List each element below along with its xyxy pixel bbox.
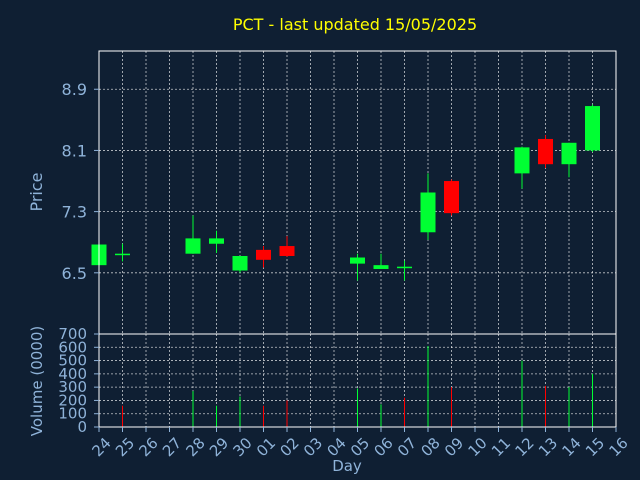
- candle: [420, 173, 436, 240]
- candle: [373, 253, 389, 269]
- x-tick-label: 13: [535, 434, 561, 460]
- x-tick-label: 28: [183, 434, 209, 460]
- price-tick-label: 8.1: [62, 141, 87, 160]
- candle-body: [279, 246, 295, 256]
- candle-body: [232, 255, 248, 271]
- price-tick-label: 7.3: [62, 203, 87, 222]
- x-tick-label: 15: [582, 434, 608, 460]
- price-axis-label: Price: [27, 172, 46, 211]
- candle: [514, 146, 530, 189]
- x-axis-label: Day: [332, 457, 362, 475]
- x-tick-label: 29: [206, 434, 232, 460]
- candle: [350, 253, 365, 281]
- candle: [185, 215, 201, 254]
- price-candles: [91, 104, 600, 281]
- candle-body: [350, 257, 365, 264]
- x-tick-label: 11: [488, 434, 514, 460]
- candle-body: [115, 253, 130, 256]
- candle: [256, 246, 271, 268]
- volume-tick-label: 600: [58, 338, 87, 356]
- candle: [397, 260, 412, 281]
- x-tick-label: 10: [465, 434, 491, 460]
- x-tick-label: 24: [89, 434, 115, 460]
- volume-bars: [122, 345, 593, 427]
- volume-tick-label: 200: [58, 391, 87, 409]
- candle-body: [397, 266, 412, 269]
- x-tick-label: 27: [159, 434, 185, 460]
- volume-tick-label: 0: [77, 418, 87, 436]
- candle: [585, 104, 600, 152]
- candle: [115, 243, 130, 262]
- volume-tick-label: 300: [58, 378, 87, 396]
- price-tick-label: 6.5: [62, 264, 87, 283]
- candle-body: [420, 192, 436, 233]
- candle-body: [538, 138, 553, 165]
- candle: [232, 255, 248, 273]
- x-ticks: 2425262728293001020304050607080910111213…: [89, 427, 632, 460]
- x-tick-label: 02: [277, 434, 303, 460]
- candle: [444, 179, 459, 216]
- x-tick-label: 16: [606, 434, 632, 460]
- candle-body: [444, 181, 459, 214]
- candle-body: [185, 238, 201, 254]
- x-tick-label: 09: [441, 434, 467, 460]
- x-tick-label: 03: [300, 434, 326, 460]
- price-grid: [99, 51, 616, 334]
- candle: [209, 230, 224, 253]
- candle: [561, 142, 577, 178]
- price-y-ticks: 6.5 7.3 8.1 8.9: [62, 80, 99, 283]
- chart-title: PCT - last updated 15/05/2025: [233, 15, 477, 34]
- x-tick-label: 30: [230, 434, 256, 460]
- candle-body: [561, 142, 577, 165]
- candle-body: [514, 147, 530, 174]
- candle-body: [209, 238, 224, 244]
- volume-axis-label: Volume (0000): [28, 326, 46, 436]
- candle-body: [256, 249, 271, 260]
- candle-body: [585, 106, 600, 151]
- x-tick-label: 26: [136, 434, 162, 460]
- volume-tick-label: 100: [58, 405, 87, 423]
- candle: [279, 236, 295, 257]
- x-tick-label: 01: [253, 434, 279, 460]
- x-tick-label: 14: [559, 434, 585, 460]
- x-tick-label: 25: [112, 434, 138, 460]
- x-tick-label: 12: [512, 434, 538, 460]
- x-tick-label: 08: [418, 434, 444, 460]
- price-tick-label: 8.9: [62, 80, 87, 99]
- volume-tick-label: 700: [58, 325, 87, 343]
- volume-tick-label: 400: [58, 365, 87, 383]
- x-tick-label: 07: [394, 434, 420, 460]
- candle-body: [373, 265, 389, 269]
- x-tick-label: 06: [371, 434, 397, 460]
- candle: [538, 135, 553, 169]
- volume-tick-label: 500: [58, 352, 87, 370]
